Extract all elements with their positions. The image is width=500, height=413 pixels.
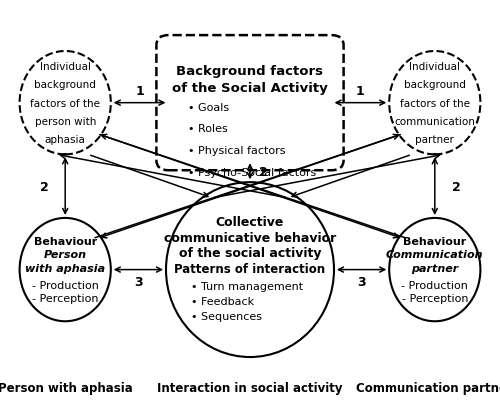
Text: • Physical factors: • Physical factors	[188, 146, 286, 156]
Text: communication: communication	[394, 116, 475, 127]
Text: 3: 3	[358, 275, 366, 288]
FancyBboxPatch shape	[156, 36, 344, 171]
Text: • Feedback: • Feedback	[191, 297, 254, 306]
Text: - Perception: - Perception	[402, 293, 468, 303]
Text: 2: 2	[452, 180, 460, 193]
Text: • Goals: • Goals	[188, 102, 229, 112]
Text: 3: 3	[134, 275, 142, 288]
Text: partner: partner	[411, 263, 459, 273]
Ellipse shape	[166, 183, 334, 357]
Text: Collective: Collective	[216, 216, 284, 229]
Text: Behaviour: Behaviour	[403, 236, 466, 246]
Text: - Perception: - Perception	[32, 293, 98, 303]
Text: Interaction in social activity: Interaction in social activity	[157, 381, 343, 394]
Text: Individual: Individual	[40, 62, 90, 72]
Text: 2: 2	[40, 180, 48, 193]
Text: Background factors: Background factors	[176, 65, 324, 78]
Text: 1: 1	[356, 85, 365, 98]
Text: Person with aphasia: Person with aphasia	[0, 381, 132, 394]
Text: • Sequences: • Sequences	[191, 312, 262, 322]
Text: person with: person with	[34, 116, 96, 127]
Text: 1: 1	[135, 85, 144, 98]
Ellipse shape	[20, 52, 111, 155]
Text: • Psycho-Social factors: • Psycho-Social factors	[188, 168, 316, 178]
Text: Patterns of interaction: Patterns of interaction	[174, 262, 326, 275]
Text: with aphasia: with aphasia	[25, 263, 105, 273]
Text: communicative behavior: communicative behavior	[164, 231, 336, 244]
Text: Individual: Individual	[410, 62, 461, 72]
Ellipse shape	[389, 218, 480, 321]
Text: factors of the: factors of the	[400, 98, 470, 108]
Text: background: background	[404, 80, 466, 90]
Text: of the Social Activity: of the Social Activity	[172, 82, 328, 95]
Text: of the social activity: of the social activity	[179, 246, 321, 259]
Ellipse shape	[389, 52, 480, 155]
Text: background: background	[34, 80, 96, 90]
Text: Communication: Communication	[386, 250, 484, 260]
Text: 2: 2	[259, 165, 268, 178]
Text: aphasia: aphasia	[45, 135, 86, 145]
Text: • Roles: • Roles	[188, 124, 228, 134]
Ellipse shape	[20, 218, 111, 321]
Text: - Production: - Production	[32, 280, 98, 290]
Text: Behaviour: Behaviour	[34, 236, 97, 246]
Text: factors of the: factors of the	[30, 98, 100, 108]
Text: - Production: - Production	[402, 280, 468, 290]
Text: Communication partner: Communication partner	[356, 381, 500, 394]
Text: Person: Person	[44, 250, 86, 260]
Text: partner: partner	[416, 135, 454, 145]
Text: • Turn management: • Turn management	[191, 282, 304, 292]
